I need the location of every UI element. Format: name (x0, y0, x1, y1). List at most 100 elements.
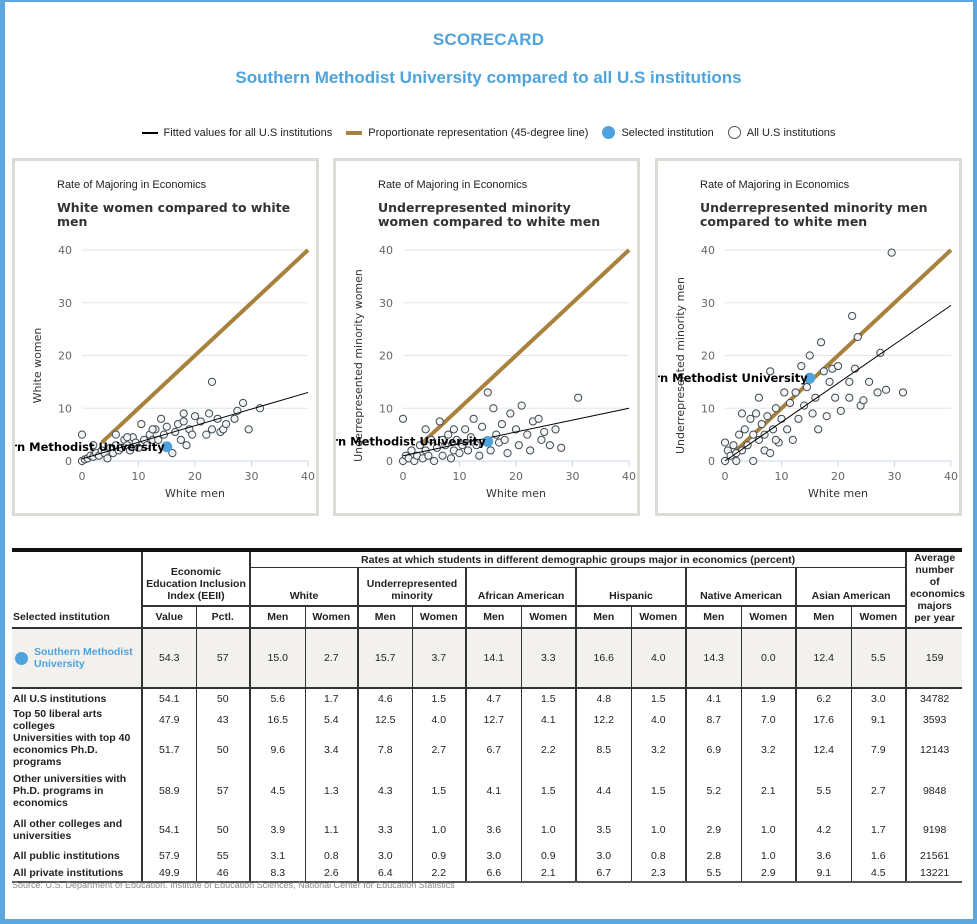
institution-point (506, 409, 515, 418)
institution-point (244, 425, 253, 434)
cell: 1.7 (850, 813, 907, 847)
y-tick-label: 0 (386, 455, 393, 468)
cell: 3.7 (411, 628, 467, 689)
institution-point (831, 393, 840, 402)
selected-institution-point (161, 441, 173, 453)
col-group-header: Rates at which students in different dem… (249, 550, 907, 569)
institution-point (472, 441, 481, 450)
institution-point (111, 430, 121, 439)
institution-point (424, 451, 433, 460)
cell: 3.1 (249, 847, 306, 865)
cell: 57 (195, 768, 251, 813)
institution-point (771, 404, 780, 413)
y-tick-label: 20 (58, 350, 72, 363)
cell: 1.0 (740, 847, 797, 865)
col-institution: Selected institution (12, 550, 142, 629)
institution-point (523, 430, 532, 439)
row-label: All U.S institutions (13, 692, 107, 705)
cell: 5.5 (685, 865, 742, 883)
institution-point (77, 430, 87, 439)
table-row: All public institutions 57.9 55 3.1 0.8 3.0 0.… (12, 847, 963, 865)
chart-panel-2: Rate of Majoring in Economics Underrepre… (333, 158, 640, 516)
selected-institution-row: Southern Methodist University 54.3 57 15.0 2… (12, 628, 963, 689)
legend-selected: Selected institution (602, 126, 714, 139)
cell: 50 (195, 732, 251, 768)
selected-institution-name[interactable]: Southern Methodist University (34, 646, 133, 670)
cell: 50 (195, 688, 251, 708)
table-row: All other colleges and universities 54.1 5… (12, 813, 963, 847)
legend-label: Proportionate representation (45-degree … (368, 126, 589, 139)
cell: 2.2 (520, 732, 577, 768)
institution-point (421, 425, 430, 434)
institution-point (398, 414, 408, 423)
institution-point (475, 451, 484, 460)
cell: 4.1 (465, 768, 522, 813)
cell: 0.9 (520, 847, 577, 865)
cell: 1.5 (520, 688, 577, 708)
chart-panel-1: Rate of Majoring in Economics White wome… (12, 158, 319, 516)
x-tick-label: 10 (453, 470, 467, 483)
institution-point (125, 446, 135, 455)
y-axis-label: White women (31, 328, 44, 404)
cell: 54.1 (141, 688, 196, 708)
cell: 4.0 (411, 708, 467, 732)
institution-point (103, 454, 112, 463)
cell: 3.3 (357, 813, 413, 847)
cell: 12.4 (795, 732, 852, 768)
cell: 8.3 (249, 865, 306, 883)
cell: 1.3 (304, 768, 359, 813)
institution-point (763, 412, 772, 421)
cell: 2.6 (304, 865, 359, 883)
institution-point (766, 367, 775, 376)
institution-point (489, 404, 498, 413)
row-label: All other colleges and universities (13, 818, 123, 842)
institution-point (537, 435, 546, 444)
institution-point (545, 441, 554, 450)
cell: 4.0 (630, 708, 687, 732)
fitted-line (402, 407, 630, 457)
cell: 4.0 (630, 628, 687, 689)
institution-point (438, 435, 447, 444)
institution-point (887, 248, 896, 257)
col-group-2: African American (465, 567, 577, 608)
institution-point (853, 332, 862, 342)
y-tick-label: 20 (701, 350, 715, 363)
col-group-1: Underrepresented minority (357, 567, 467, 608)
institution-point (182, 441, 191, 450)
cell: 8.5 (575, 732, 632, 768)
x-tick-label: 20 (509, 470, 523, 483)
cell: 3593 (905, 708, 963, 732)
institution-point (207, 425, 217, 434)
x-tick-label: 10 (775, 470, 789, 483)
institution-point (881, 385, 891, 394)
institution-point (148, 425, 157, 434)
institution-point (497, 419, 506, 429)
cell: 0.8 (304, 847, 359, 865)
institution-point (551, 425, 560, 434)
cell: 4.2 (795, 813, 852, 847)
cell: 3.0 (465, 847, 522, 865)
chart-pretitle: Rate of Majoring in Economics (57, 179, 207, 191)
cell: 9.1 (850, 708, 907, 732)
page-subtitle: Southern Methodist University compared t… (235, 68, 742, 87)
cell: 5.2 (685, 768, 742, 813)
institution-point (176, 435, 185, 444)
cell: 9.6 (249, 732, 306, 768)
y-tick-label: 30 (58, 297, 72, 310)
cell: 16.6 (575, 628, 632, 689)
institution-point (816, 338, 826, 347)
cell: 12.7 (465, 708, 522, 732)
x-tick-label: 40 (301, 470, 315, 483)
institution-point (89, 441, 98, 450)
institution-point (188, 430, 197, 439)
cell: 5.5 (850, 628, 907, 689)
cell: 15.7 (357, 628, 413, 689)
col-women: Women (304, 606, 359, 629)
cell: 1.1 (304, 813, 359, 847)
cell: 3.3 (520, 628, 577, 689)
institution-point (864, 377, 874, 386)
institution-point (190, 412, 200, 421)
col-women: Women (520, 606, 577, 629)
institution-point (221, 419, 231, 429)
legend-fitted: Fitted values for all U.S institutions (141, 127, 332, 139)
